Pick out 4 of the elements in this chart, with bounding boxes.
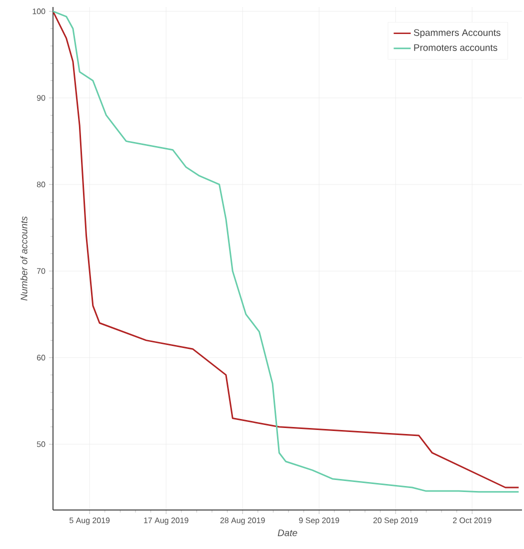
y-axis-title: Number of accounts xyxy=(20,216,28,301)
x-axis-title: Date xyxy=(278,530,298,536)
legend-label: Promoters accounts xyxy=(414,44,498,51)
legend-label: Spammers Accounts xyxy=(414,29,500,38)
